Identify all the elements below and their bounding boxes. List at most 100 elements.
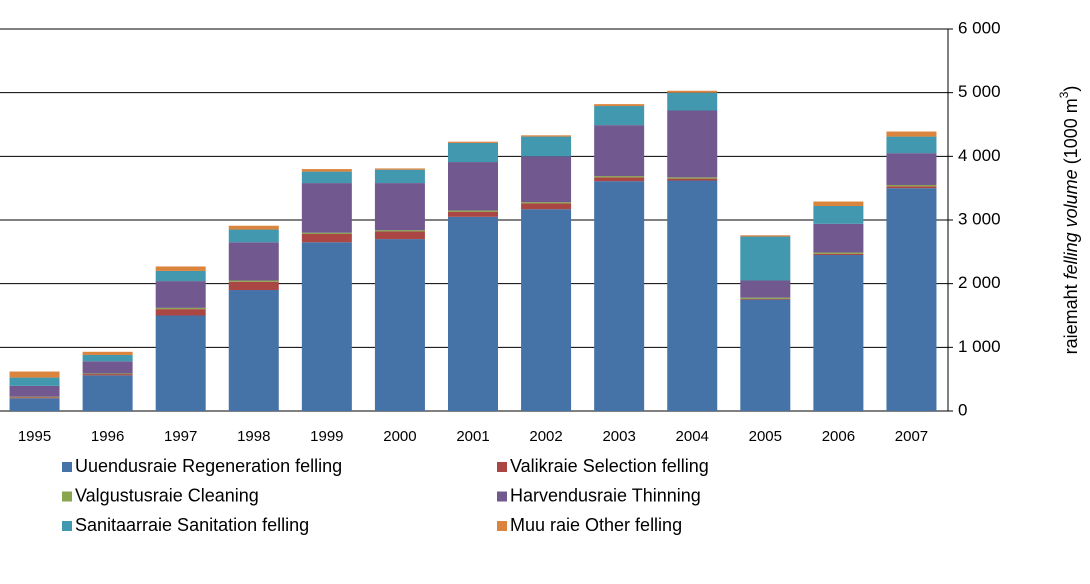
bar-segment xyxy=(374,168,425,170)
bar-segment xyxy=(155,307,206,310)
bar-segment xyxy=(155,309,206,316)
y-tick-label: 1 000 xyxy=(958,337,1001,356)
legend-label: Valikraie Selection felling xyxy=(510,456,709,476)
bar-segment xyxy=(82,375,133,411)
bar-segment xyxy=(667,90,718,93)
bar-segment xyxy=(228,242,279,281)
bar-segment xyxy=(9,385,60,397)
x-tick-label: 1995 xyxy=(18,428,51,445)
bar-segment xyxy=(301,169,352,172)
bar-segment xyxy=(9,398,60,411)
bar-segment xyxy=(301,242,352,411)
bar-segment xyxy=(521,156,572,203)
legend-swatch xyxy=(497,462,507,472)
legend-swatch xyxy=(62,491,72,502)
bar-segment xyxy=(82,373,133,375)
bar-segment xyxy=(813,223,864,253)
x-tick-label: 1996 xyxy=(91,428,124,445)
bar-segment xyxy=(374,230,425,232)
legend-label: Uuendusraie Regeneration felling xyxy=(75,456,342,476)
legend-label: Muu raie Other felling xyxy=(510,515,682,535)
y-tick-label: 2 000 xyxy=(958,273,1001,292)
x-tick-label: 2005 xyxy=(749,428,782,445)
legend-label: Sanitaarraie Sanitation felling xyxy=(75,515,309,535)
bar-segment xyxy=(521,209,572,411)
bar-segment xyxy=(667,92,718,111)
bar-segment xyxy=(813,205,864,224)
bar-segment xyxy=(813,252,864,254)
bar-segment xyxy=(813,255,864,411)
bar-segment xyxy=(594,125,645,177)
legend-label: Valgustusraie Cleaning xyxy=(75,485,259,505)
bar-segment xyxy=(448,210,498,212)
legend-label: Harvendusraie Thinning xyxy=(510,485,701,505)
x-tick-label: 1998 xyxy=(237,428,270,445)
y-axis-label: raiemaht felling volume (1000 m3) xyxy=(1057,86,1081,355)
bar-segment xyxy=(594,106,645,126)
legend-swatch xyxy=(62,521,72,531)
bar-segment xyxy=(374,169,425,184)
bar-segment xyxy=(228,229,279,243)
bar-segment xyxy=(667,177,718,179)
bar-segment xyxy=(448,211,498,217)
y-tick-label: 3 000 xyxy=(958,209,1001,228)
x-tick-label: 2007 xyxy=(895,428,928,445)
bar-segment xyxy=(594,181,645,411)
bar-segment xyxy=(886,184,937,187)
x-tick-label: 2000 xyxy=(383,428,416,445)
bar-segment xyxy=(594,104,645,107)
bar-segment xyxy=(740,299,791,411)
bar-segment xyxy=(886,186,937,189)
bar-segment xyxy=(82,374,133,376)
x-tick-label: 2006 xyxy=(822,428,855,445)
bar-segment xyxy=(594,177,645,182)
bar-segment xyxy=(9,371,60,378)
bar-segment xyxy=(155,315,206,411)
bar-segment xyxy=(155,266,206,271)
bar-segment xyxy=(886,153,937,185)
legend-swatch xyxy=(497,491,507,502)
bar-segment xyxy=(228,290,279,411)
bar-segment xyxy=(740,236,791,281)
bar-segment xyxy=(813,201,864,206)
legend-swatch xyxy=(62,462,72,472)
bar-segment xyxy=(667,180,718,411)
bar-segment xyxy=(740,298,791,300)
bar-segment xyxy=(301,232,352,235)
bar-segment xyxy=(82,351,133,355)
bar-segment xyxy=(301,234,352,243)
bar-segment xyxy=(740,235,791,237)
bar-segment xyxy=(228,280,279,282)
x-tick-label: 1997 xyxy=(164,428,197,445)
bar-segment xyxy=(740,297,791,299)
bar-segment xyxy=(228,225,279,230)
bar-segment xyxy=(521,203,572,210)
bar-segment xyxy=(886,136,937,154)
bar-segment xyxy=(155,281,206,308)
y-tick-label: 6 000 xyxy=(958,18,1001,37)
bar-segment xyxy=(886,131,937,137)
x-tick-label: 2004 xyxy=(676,428,709,445)
bar-segment xyxy=(448,162,498,211)
bar-segment xyxy=(228,281,279,291)
x-tick-label: 2003 xyxy=(602,428,635,445)
y-tick-label: 0 xyxy=(958,400,967,419)
bar-segment xyxy=(82,354,133,362)
bar-segment xyxy=(374,231,425,240)
x-tick-label: 2002 xyxy=(529,428,562,445)
bar-segment xyxy=(301,171,352,184)
legend-swatch xyxy=(497,521,507,531)
bar-segment xyxy=(448,142,498,163)
x-tick-label: 2001 xyxy=(456,428,489,445)
bar-segment xyxy=(594,176,645,178)
bar-segment xyxy=(448,216,498,411)
bar-segment xyxy=(521,136,572,157)
y-tick-label: 5 000 xyxy=(958,82,1001,101)
bar-segment xyxy=(521,135,572,137)
bar-segment xyxy=(374,183,425,231)
y-tick-label: 4 000 xyxy=(958,146,1001,165)
bar-segment xyxy=(521,202,572,204)
bar-segment xyxy=(667,110,718,178)
bar-segment xyxy=(9,377,60,386)
